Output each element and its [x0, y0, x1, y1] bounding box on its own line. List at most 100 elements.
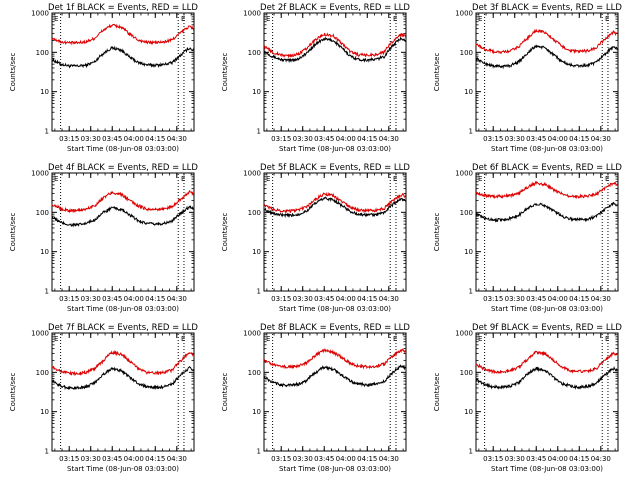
y-tick-label: 1 — [45, 128, 49, 136]
y-axis-label: Counts/sec — [9, 213, 17, 252]
x-tick-label: 03:45 — [314, 135, 334, 143]
x-tick-label: 03:30 — [293, 295, 313, 303]
detector-panel: Det 8f BLACK = Events, RED = LLD 1 10 100 10… — [221, 323, 410, 473]
x-tick-label: 03:15 — [59, 295, 79, 303]
detector-panel: Det 5f BLACK = Events, RED = LLD 1 10 100 10… — [221, 163, 410, 313]
y-axis-label: Counts/sec — [221, 53, 229, 92]
events-series-line — [51, 205, 194, 228]
x-tick-label: 04:15 — [145, 135, 165, 143]
lld-series-line — [475, 28, 618, 55]
y-tick-label: 1000 — [455, 170, 473, 178]
panel-title: Det 4f BLACK = Events, RED = LLD — [48, 163, 198, 173]
y-tick-label: 1000 — [31, 10, 49, 18]
corner-label-left: E — [266, 15, 270, 23]
x-axis-label: Start Time (08-Jun-08 03:03:00) — [279, 305, 391, 313]
corner-label-right: E — [605, 335, 609, 343]
y-tick-label: 1000 — [31, 170, 49, 178]
events-series-line — [263, 36, 406, 64]
detector-panel: Det 1f BLACK = Events, RED = LLD 1 10 100 10… — [9, 3, 198, 153]
x-tick-label: 04:15 — [357, 135, 377, 143]
corner-label-right: E — [393, 335, 397, 343]
lld-series-line — [263, 191, 407, 214]
corner-label-left: E — [478, 175, 482, 183]
x-tick-label: 03:45 — [102, 295, 122, 303]
y-tick-label: 10 — [464, 88, 473, 96]
x-axis-label: Start Time (08-Jun-08 03:03:00) — [67, 145, 179, 153]
y-axis-label: Counts/sec — [433, 373, 441, 412]
corner-label-right: E — [393, 175, 397, 183]
x-axis-label: Start Time (08-Jun-08 03:03:00) — [67, 465, 179, 473]
x-tick-label: 03:15 — [59, 135, 79, 143]
y-tick-label: 100 — [460, 49, 473, 57]
corner-label-right: E — [181, 175, 185, 183]
x-tick-label: 03:30 — [293, 455, 313, 463]
y-tick-label: 1000 — [243, 10, 261, 18]
panel-title: Det 9f BLACK = Events, RED = LLD — [472, 323, 622, 333]
x-axis-label: Start Time (08-Jun-08 03:03:00) — [279, 145, 391, 153]
corner-label-right: E — [181, 15, 185, 23]
x-tick-label: 04:30 — [591, 295, 611, 303]
y-tick-label: 100 — [248, 369, 261, 377]
plot-frame — [263, 332, 407, 452]
corner-label-left: E — [266, 175, 270, 183]
events-series-line — [475, 365, 619, 391]
lld-series-line — [263, 32, 407, 59]
panel-title: Det 7f BLACK = Events, RED = LLD — [48, 323, 198, 333]
y-tick-label: 10 — [464, 408, 473, 416]
x-tick-label: 04:30 — [167, 135, 187, 143]
x-tick-label: 03:15 — [271, 135, 291, 143]
y-tick-label: 1 — [45, 448, 49, 456]
y-axis-label: Counts/sec — [433, 213, 441, 252]
x-tick-label: 03:30 — [293, 135, 313, 143]
x-tick-label: 03:45 — [526, 295, 546, 303]
corner-label-right: E — [605, 175, 609, 183]
x-tick-label: 03:30 — [81, 135, 101, 143]
events-series-line — [475, 201, 618, 223]
panel-title: Det 1f BLACK = Events, RED = LLD — [48, 3, 198, 13]
panel-title: Det 8f BLACK = Events, RED = LLD — [260, 323, 410, 333]
x-tick-label: 04:30 — [167, 455, 187, 463]
y-tick-label: 1 — [257, 448, 261, 456]
y-tick-label: 10 — [40, 248, 49, 256]
x-tick-label: 04:00 — [548, 135, 568, 143]
detector-panel: Det 7f BLACK = Events, RED = LLD 1 10 100 10… — [9, 323, 198, 473]
y-axis-label: Counts/sec — [9, 53, 17, 92]
y-tick-label: 1 — [469, 448, 473, 456]
x-tick-label: 03:15 — [59, 455, 79, 463]
lld-series-line — [51, 349, 194, 377]
plot-frame — [263, 12, 407, 132]
events-series-line — [51, 365, 195, 391]
x-tick-label: 03:45 — [102, 135, 122, 143]
detector-panel: Det 2f BLACK = Events, RED = LLD 1 10 100 10… — [221, 3, 410, 153]
y-tick-label: 1000 — [243, 330, 261, 338]
corner-label-left: E — [478, 335, 482, 343]
x-tick-label: 03:30 — [81, 295, 101, 303]
plot-frame — [51, 172, 195, 292]
x-tick-label: 04:00 — [548, 455, 568, 463]
x-tick-label: 04:30 — [379, 455, 399, 463]
x-tick-label: 03:30 — [505, 135, 525, 143]
x-tick-label: 04:30 — [591, 135, 611, 143]
x-tick-label: 03:15 — [483, 135, 503, 143]
corner-label-right: E — [181, 335, 185, 343]
x-tick-label: 03:45 — [314, 295, 334, 303]
x-tick-label: 04:00 — [336, 135, 356, 143]
plot-frame — [263, 172, 407, 292]
x-tick-label: 04:30 — [379, 295, 399, 303]
y-tick-label: 100 — [460, 369, 473, 377]
y-tick-label: 10 — [464, 248, 473, 256]
lld-series-line — [475, 180, 619, 200]
x-tick-label: 03:45 — [102, 455, 122, 463]
detector-panel: Det 3f BLACK = Events, RED = LLD 1 10 100 10… — [433, 3, 622, 153]
corner-label-left: E — [54, 15, 58, 23]
x-tick-label: 03:15 — [483, 455, 503, 463]
x-axis-label: Start Time (08-Jun-08 03:03:00) — [67, 305, 179, 313]
lld-series-line — [263, 348, 406, 370]
x-tick-label: 04:30 — [591, 455, 611, 463]
x-tick-label: 04:00 — [124, 135, 144, 143]
x-axis-label: Start Time (08-Jun-08 03:03:00) — [491, 465, 603, 473]
x-tick-label: 04:15 — [357, 295, 377, 303]
x-axis-label: Start Time (08-Jun-08 03:03:00) — [491, 305, 603, 313]
lld-series-line — [51, 189, 195, 214]
y-tick-label: 10 — [252, 248, 261, 256]
